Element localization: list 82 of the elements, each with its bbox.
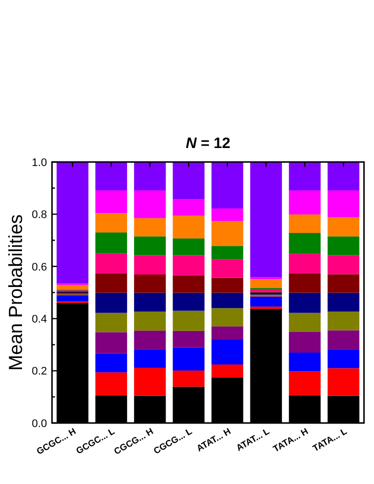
bar	[211, 292, 244, 308]
bar	[211, 208, 244, 221]
bar	[328, 368, 360, 396]
bar	[95, 312, 128, 332]
bar	[134, 190, 166, 218]
bar	[328, 330, 360, 350]
bar	[172, 330, 205, 348]
bar	[172, 347, 205, 371]
bar	[288, 254, 321, 274]
bar	[328, 255, 360, 274]
bar	[328, 162, 360, 190]
bar	[211, 278, 244, 293]
y-tick-label: 0.2	[32, 366, 47, 378]
x-tick-label: TATA... H	[271, 426, 310, 454]
bar	[211, 339, 244, 365]
bar	[95, 190, 128, 214]
bar	[134, 162, 166, 190]
y-tick-label: 1.0	[32, 156, 47, 169]
bar	[211, 308, 244, 326]
bar	[211, 364, 244, 378]
bar	[211, 220, 244, 246]
bar	[134, 218, 166, 236]
bar	[56, 284, 88, 290]
bar	[134, 236, 166, 256]
bar	[172, 162, 205, 200]
bar	[288, 214, 321, 233]
bar	[95, 253, 128, 274]
bar	[288, 190, 321, 214]
bar	[250, 162, 282, 278]
bar	[134, 368, 166, 396]
bar	[328, 349, 360, 368]
bar	[288, 312, 321, 332]
bar	[211, 259, 244, 278]
bar	[328, 190, 360, 218]
bar	[288, 162, 321, 190]
bar	[95, 372, 128, 396]
bar	[134, 330, 166, 350]
bar	[134, 255, 166, 274]
bar	[250, 296, 282, 307]
bar	[288, 232, 321, 254]
bar	[211, 246, 244, 260]
bar	[95, 273, 128, 293]
bar	[328, 312, 360, 330]
bar	[172, 216, 205, 238]
bar	[95, 292, 128, 313]
y-tick-label: 0.4	[32, 313, 47, 326]
bar	[134, 349, 166, 368]
bar	[134, 292, 166, 312]
bar	[134, 274, 166, 293]
bar	[95, 213, 128, 232]
bar	[172, 310, 205, 331]
y-tick-label: 0.8	[32, 209, 47, 222]
bar	[172, 199, 205, 216]
bar	[211, 326, 244, 340]
bar	[250, 279, 282, 288]
bar	[328, 236, 360, 256]
chart-title: N = 12	[186, 135, 230, 152]
bar	[328, 217, 360, 236]
bar	[172, 238, 205, 256]
bar	[288, 292, 321, 313]
bar	[288, 371, 321, 396]
bar	[134, 312, 166, 331]
bar	[95, 332, 128, 354]
bar	[172, 370, 205, 387]
y-axis-title: Mean Probabilities	[6, 214, 27, 371]
x-tick-label: TATA... L	[311, 426, 349, 454]
bar	[328, 292, 360, 312]
bar	[95, 353, 128, 372]
bar	[95, 232, 128, 254]
bar	[172, 255, 205, 276]
bar	[328, 274, 360, 293]
bar	[172, 275, 205, 293]
y-tick-label: 0.6	[32, 261, 47, 274]
y-tick-label: 0.0	[32, 418, 47, 430]
bar	[172, 292, 205, 311]
bar	[288, 273, 321, 293]
bar	[288, 352, 321, 372]
bar	[288, 332, 321, 353]
bar	[56, 162, 88, 284]
bar	[211, 162, 244, 208]
bar	[95, 162, 128, 190]
bar	[56, 296, 88, 302]
